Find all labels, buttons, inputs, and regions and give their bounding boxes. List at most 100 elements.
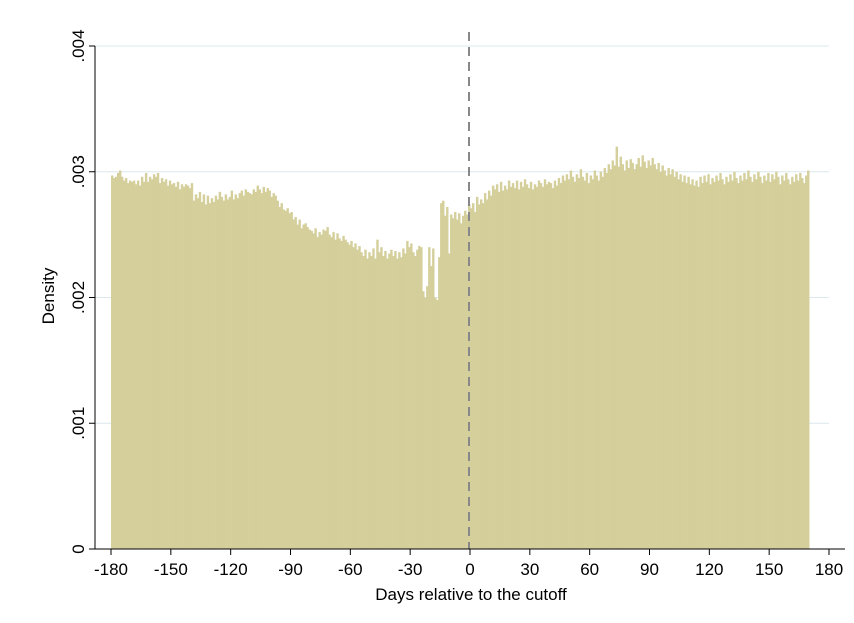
- histogram-bar: [162, 181, 166, 549]
- histogram-bar: [170, 184, 174, 549]
- histogram-bar: [262, 186, 265, 549]
- histogram-bar: [116, 173, 120, 549]
- histogram-bar: [312, 233, 315, 549]
- histogram-bar: [571, 176, 575, 549]
- histogram-bar: [350, 240, 353, 549]
- histogram-bar: [376, 239, 379, 549]
- histogram-bar: [751, 181, 754, 549]
- histogram-bar: [444, 215, 447, 549]
- histogram-bar: [464, 210, 467, 550]
- histogram-bar: [392, 256, 395, 549]
- histogram-bar: [713, 181, 716, 549]
- histogram-bar: [625, 160, 628, 549]
- histogram-bar: [535, 186, 539, 549]
- histogram-bar: [659, 171, 662, 549]
- y-tick-label: .001: [69, 407, 88, 440]
- histogram-bar: [158, 183, 162, 549]
- histogram-bar: [372, 248, 375, 549]
- histogram-bar: [194, 194, 198, 549]
- histogram-bar: [468, 204, 471, 549]
- histogram-bar: [124, 178, 128, 549]
- histogram-bar: [607, 164, 611, 549]
- histogram-bar: [677, 179, 680, 550]
- histogram-bar: [621, 164, 624, 549]
- histogram-bar: [777, 176, 780, 549]
- histogram-bar: [286, 208, 289, 549]
- histogram-bars: [111, 146, 810, 550]
- histogram-bar: [364, 249, 367, 549]
- histogram-bar: [517, 189, 521, 550]
- histogram-bar: [475, 196, 479, 549]
- histogram-bar: [489, 195, 493, 549]
- histogram-bar: [400, 257, 403, 549]
- histogram-bar: [613, 165, 617, 549]
- histogram-bar: [611, 160, 615, 549]
- x-tick-label: -120: [214, 560, 248, 579]
- histogram-bar: [501, 190, 505, 550]
- histogram-bar: [378, 252, 381, 550]
- histogram-bar: [314, 228, 317, 549]
- histogram-bar: [318, 232, 321, 550]
- histogram-bar: [196, 198, 200, 549]
- histogram-bar: [573, 181, 577, 549]
- histogram-bar: [557, 178, 561, 549]
- histogram-bar: [404, 253, 407, 550]
- histogram-bar: [605, 173, 609, 549]
- histogram-bar: [733, 171, 736, 549]
- histogram-bar: [623, 170, 626, 549]
- histogram-bar: [111, 175, 114, 549]
- histogram-bar: [609, 169, 613, 550]
- histogram-bar: [192, 200, 196, 550]
- histogram-bar: [342, 235, 345, 549]
- histogram-bar: [537, 180, 541, 550]
- histogram-bar: [384, 250, 387, 549]
- histogram-bar: [507, 180, 511, 550]
- histogram-bar: [679, 174, 682, 549]
- histogram-bar: [316, 237, 319, 549]
- histogram-bar: [234, 194, 238, 549]
- histogram-bar: [186, 185, 190, 549]
- histogram-bar: [470, 208, 473, 549]
- histogram-bar: [789, 184, 792, 549]
- histogram-bar: [549, 183, 553, 549]
- histogram-bar: [513, 188, 517, 549]
- y-axis-title: Density: [39, 267, 58, 324]
- histogram-bar: [368, 252, 371, 550]
- histogram-bar: [188, 188, 192, 549]
- histogram-bar: [775, 171, 778, 549]
- histogram-bar: [344, 239, 347, 549]
- histogram-bar: [707, 174, 710, 549]
- histogram-bar: [214, 195, 218, 549]
- histogram-bar: [358, 245, 361, 549]
- histogram-bar: [452, 218, 455, 549]
- histogram-bar: [587, 183, 591, 549]
- histogram-bar: [717, 180, 720, 550]
- histogram-bar: [360, 252, 363, 550]
- histogram-bar: [224, 194, 228, 549]
- histogram-bar: [130, 181, 134, 549]
- histogram-bar: [597, 180, 601, 550]
- histogram-bar: [284, 210, 287, 550]
- histogram-bar: [270, 196, 273, 549]
- histogram-bar: [633, 169, 636, 550]
- histogram-bar: [328, 234, 331, 549]
- histogram-bar: [140, 176, 144, 549]
- histogram-bar: [761, 183, 764, 549]
- x-tick-label: 30: [520, 560, 539, 579]
- histogram-bar: [282, 209, 285, 549]
- histogram-bar: [182, 186, 186, 549]
- histogram-bar: [541, 186, 545, 549]
- histogram-bar: [753, 174, 756, 549]
- histogram-bar: [410, 243, 413, 550]
- histogram-bar: [669, 174, 672, 549]
- histogram-bar: [222, 200, 226, 550]
- histogram-bar: [456, 219, 459, 549]
- histogram-bar: [320, 234, 323, 549]
- histogram-bar: [380, 247, 383, 549]
- histogram-bar: [495, 184, 499, 549]
- histogram-bar: [434, 297, 437, 549]
- histogram-bar: [773, 179, 776, 550]
- histogram-bar: [174, 186, 178, 549]
- histogram-bar: [394, 250, 397, 549]
- histogram-bar: [487, 190, 491, 550]
